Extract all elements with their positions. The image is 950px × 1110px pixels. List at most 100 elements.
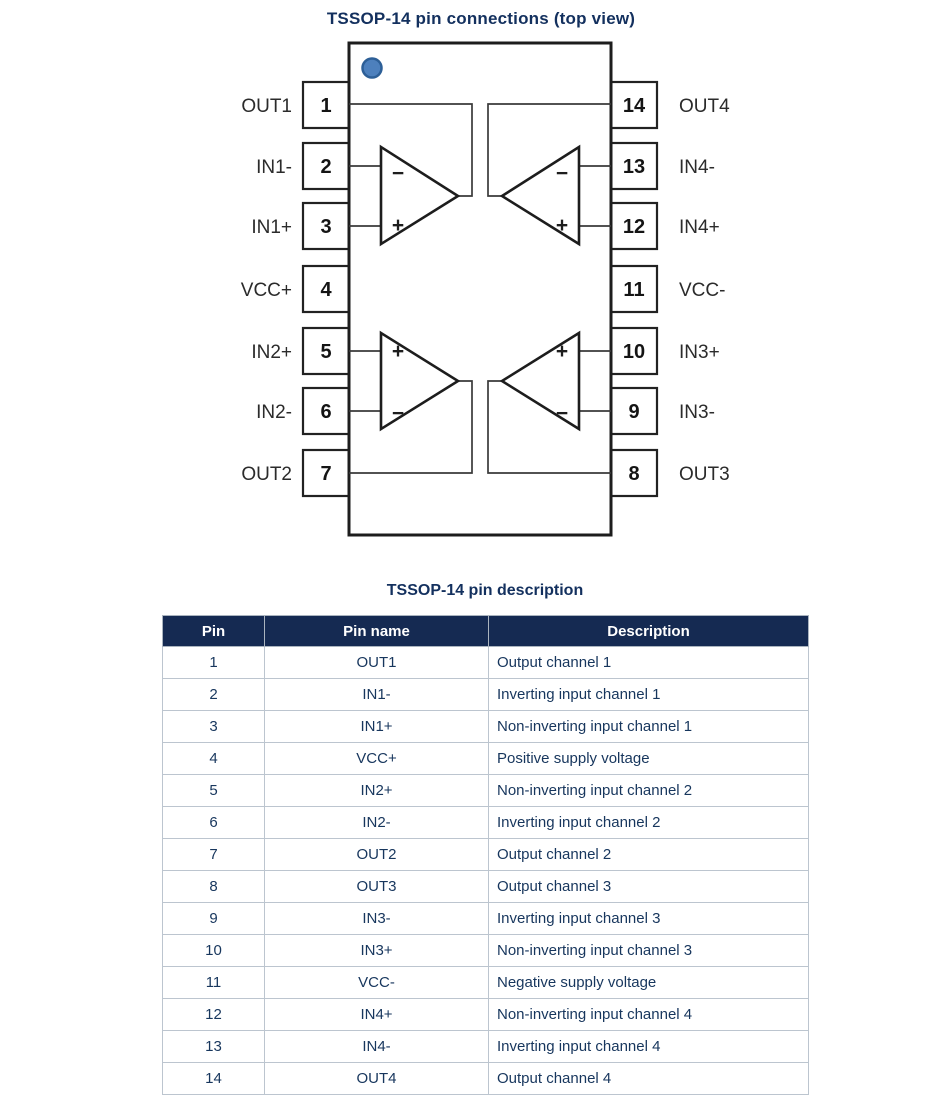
pin-number: 1: [320, 95, 331, 117]
description-cell: Inverting input channel 1: [488, 678, 809, 711]
opamp4-triangle: [499, 144, 581, 247]
pin-label: OUT3: [679, 464, 730, 485]
pin-label: VCC+: [241, 280, 292, 301]
wire-out2-feedback: [349, 380, 473, 474]
pin-number: 3: [320, 216, 331, 238]
pin-cell: 10: [162, 934, 265, 967]
pin-label: VCC-: [679, 280, 725, 301]
table-row: 11 VCC- Negative supply voltage: [162, 966, 809, 999]
pin-number: 4: [320, 279, 332, 301]
pin-cell: 4: [162, 742, 265, 775]
opamp4-minus-sign: −: [556, 162, 568, 185]
pin-label: IN2+: [251, 342, 292, 363]
pin-number: 7: [320, 463, 331, 485]
pin-name-cell: OUT2: [264, 838, 489, 871]
pin-description-table: Pin Pin name Description 1 OUT1 Output c…: [162, 615, 809, 1095]
pin-name-cell: IN3+: [264, 934, 489, 967]
pin-number: 2: [320, 156, 331, 178]
description-cell: Inverting input channel 4: [488, 1030, 809, 1063]
table-title: TSSOP-14 pin description: [386, 582, 584, 599]
pin-number: 6: [320, 401, 331, 423]
table-row: 14 OUT4 Output channel 4: [162, 1062, 809, 1095]
pin-box-5: [301, 326, 351, 376]
opamp2-minus-sign: −: [392, 402, 404, 425]
wire-out3-feedback: [487, 380, 611, 474]
pin-number: 5: [320, 341, 331, 363]
wire-out4-feedback: [487, 103, 611, 197]
pin-cell: 5: [162, 774, 265, 807]
description-cell: Positive supply voltage: [488, 742, 809, 775]
pin-name-cell: IN4-: [264, 1030, 489, 1063]
opamp2-plus-sign: +: [392, 340, 404, 363]
ic-body: [347, 41, 613, 537]
pin-label: IN4+: [679, 217, 720, 238]
pin-number: 10: [623, 341, 645, 363]
tssop14-pin-diagram: − + − + + − + − 1 2 3 4 5 6 7 14 13 12 1…: [241, 41, 730, 537]
table-row: 5 IN2+ Non-inverting input channel 2: [162, 774, 809, 807]
header-pin: Pin: [162, 615, 265, 647]
pin-name-cell: VCC-: [264, 966, 489, 999]
pin-box-10: [609, 326, 659, 376]
opamps: − + − + + − + −: [379, 144, 581, 432]
pin-cell: 7: [162, 838, 265, 871]
wire-out1-feedback: [349, 103, 473, 197]
table-row: 8 OUT3 Output channel 3: [162, 870, 809, 903]
table-row: 4 VCC+ Positive supply voltage: [162, 742, 809, 775]
left-pin-labels: OUT1 IN1- IN1+ VCC+ IN2+ IN2- OUT2: [241, 96, 292, 485]
table-header-row: Pin Pin name Description: [162, 615, 809, 647]
header-pin-name: Pin name: [264, 615, 489, 647]
pin-label: IN1-: [256, 157, 292, 178]
pin-box-7: [301, 448, 351, 498]
table-row: 12 IN4+ Non-inverting input channel 4: [162, 998, 809, 1031]
description-cell: Negative supply voltage: [488, 966, 809, 999]
pin-number: 13: [623, 156, 645, 178]
pin-cell: 9: [162, 902, 265, 935]
pin-cell: 13: [162, 1030, 265, 1063]
opamp1-triangle: [379, 144, 461, 247]
right-pin-boxes: [609, 80, 659, 498]
description-cell: Output channel 1: [488, 646, 809, 679]
pin-number: 14: [623, 95, 646, 117]
description-cell: Inverting input channel 2: [488, 806, 809, 839]
table-row: 2 IN1- Inverting input channel 1: [162, 678, 809, 711]
description-cell: Non-inverting input channel 4: [488, 998, 809, 1031]
description-cell: Non-inverting input channel 3: [488, 934, 809, 967]
description-cell: Non-inverting input channel 1: [488, 710, 809, 743]
right-pin-numbers: 14 13 12 11 10 9 8: [623, 95, 646, 485]
pin-number: 11: [623, 279, 644, 301]
table-row: 9 IN3- Inverting input channel 3: [162, 902, 809, 935]
pin-name-cell: IN2+: [264, 774, 489, 807]
opamp3-plus-sign: +: [556, 340, 568, 363]
pin-number: 9: [628, 401, 639, 423]
pin-cell: 6: [162, 806, 265, 839]
opamp1-minus-sign: −: [392, 162, 404, 185]
left-pin-numbers: 1 2 3 4 5 6 7: [320, 95, 332, 485]
pin-label: OUT4: [679, 96, 730, 117]
description-cell: Output channel 3: [488, 870, 809, 903]
pin-box-2: [301, 141, 351, 191]
opamp3-triangle: [499, 330, 581, 432]
description-cell: Non-inverting input channel 2: [488, 774, 809, 807]
opamp4-plus-sign: +: [556, 214, 568, 237]
pin-cell: 2: [162, 678, 265, 711]
pin-box-11: [609, 264, 659, 314]
opamp1-plus-sign: +: [392, 214, 404, 237]
pin-cell: 12: [162, 998, 265, 1031]
pin-cell: 3: [162, 710, 265, 743]
pin-cell: 8: [162, 870, 265, 903]
pin-name-cell: OUT1: [264, 646, 489, 679]
pin-name-cell: VCC+: [264, 742, 489, 775]
pin-box-13: [609, 141, 659, 191]
table-row: 3 IN1+ Non-inverting input channel 1: [162, 710, 809, 743]
pin-name-cell: IN2-: [264, 806, 489, 839]
pin-cell: 14: [162, 1062, 265, 1095]
description-cell: Output channel 4: [488, 1062, 809, 1095]
table-row: 1 OUT1 Output channel 1: [162, 646, 809, 679]
pin-label: IN3+: [679, 342, 720, 363]
pin-label: IN2-: [256, 402, 292, 423]
pin-label: IN3-: [679, 402, 715, 423]
pin-label: OUT1: [241, 96, 292, 117]
pin-label: IN1+: [251, 217, 292, 238]
pin-label: IN4-: [679, 157, 715, 178]
opamp2-triangle: [379, 330, 461, 432]
